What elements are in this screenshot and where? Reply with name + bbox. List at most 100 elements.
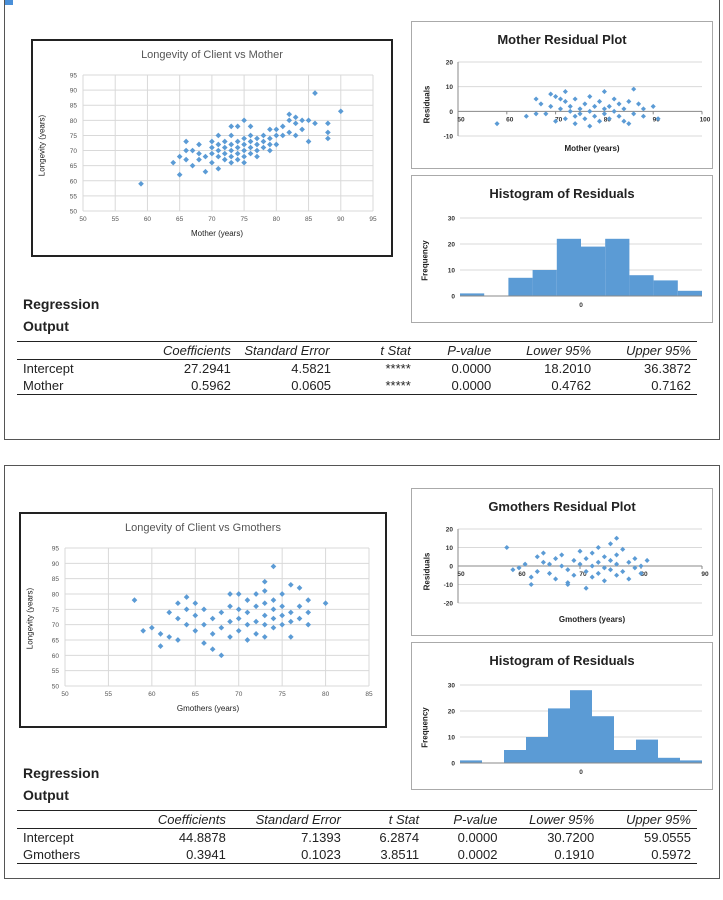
data-point (170, 159, 177, 166)
x-tick-label: 70 (208, 216, 216, 223)
table-cell: 6.2874 (379, 830, 420, 845)
y-tick-label: 60 (52, 653, 60, 660)
data-point (528, 581, 534, 588)
data-point (292, 132, 299, 139)
data-point (183, 138, 189, 145)
header-cell: Coefficients (162, 343, 231, 358)
data-point (149, 624, 155, 631)
data-point (577, 548, 583, 554)
data-point (221, 150, 228, 157)
mother-analysis-panel: Longevity of Client vs Mother Longevity … (4, 0, 720, 440)
residual-chart-mother: Mother Residual Plot Residuals Mother (y… (411, 21, 713, 169)
data-point (215, 141, 222, 148)
x-tick-label: 70 (579, 571, 587, 578)
data-point (267, 141, 273, 148)
x-tick-label: 75 (240, 216, 248, 223)
y-tick-label: 0 (451, 761, 455, 768)
data-point (140, 627, 146, 634)
table-row: Intercept 27.2941 4.5821 ***** 0.0000 18… (17, 360, 697, 378)
data-point (227, 634, 233, 640)
y-tick-label: 10 (448, 268, 456, 275)
header-cell: t Stat (388, 812, 420, 827)
data-point (553, 576, 559, 582)
data-point (548, 91, 554, 97)
data-point (572, 113, 578, 119)
y-tick-label: 95 (52, 546, 60, 553)
regression-table-mother: Coefficients Standard Error t Stat P-val… (17, 341, 697, 395)
data-point (253, 631, 259, 637)
x-tick-label: 50 (457, 571, 465, 578)
data-point (553, 93, 559, 100)
data-point (312, 90, 318, 96)
histogram-bar (629, 275, 654, 296)
data-point (587, 123, 593, 129)
x-tick-label: 100 (700, 116, 711, 123)
histogram-bar (508, 277, 533, 296)
data-point (325, 129, 331, 136)
x-tick-label: 60 (506, 116, 514, 123)
header-cell: Lower 95% (529, 812, 595, 827)
x-tick-label: 60 (148, 691, 156, 698)
data-point (571, 557, 577, 563)
x-axis-label: Mother (years) (564, 144, 620, 153)
x-tick-label: 50 (61, 691, 69, 698)
data-point (614, 572, 620, 578)
data-point (241, 141, 247, 148)
data-point (534, 569, 540, 575)
data-point (261, 634, 268, 640)
x-tick-label: 55 (105, 691, 113, 698)
data-point (559, 552, 565, 558)
histogram-bar (570, 690, 592, 763)
table-header-row: Coefficients Standard Error t Stat P-val… (17, 810, 697, 829)
y-tick-label: 70 (70, 148, 78, 155)
header-cell: Upper 95% (625, 343, 691, 358)
chart-title: Gmothers Residual Plot (488, 499, 636, 514)
data-point (183, 594, 190, 600)
y-tick-label: 50 (52, 684, 60, 691)
data-point (607, 567, 614, 573)
data-point (270, 624, 277, 631)
data-point (279, 621, 285, 628)
data-point (322, 600, 329, 607)
data-point (244, 597, 251, 603)
table-cell: 4.5821 (291, 361, 332, 376)
table-row: Mother 0.5962 0.0605 ***** 0.0000 0.4762… (17, 377, 697, 395)
data-point (260, 138, 267, 145)
data-point (596, 98, 603, 105)
x-tick-label: 80 (273, 216, 281, 223)
header-cell: Upper 95% (625, 812, 691, 827)
data-point (183, 156, 189, 163)
y-tick-label: 95 (70, 73, 78, 80)
data-point (567, 103, 573, 109)
chart-title: Longevity of Client vs Mother (141, 49, 283, 61)
table-cell: 0.1023 (301, 847, 341, 862)
x-tick-label: 95 (369, 216, 377, 223)
data-point (626, 559, 632, 565)
data-point (267, 126, 273, 133)
data-point (583, 556, 589, 562)
x-tick-label: 70 (555, 116, 563, 123)
data-point (157, 643, 164, 649)
data-point (196, 156, 202, 163)
data-point (279, 591, 285, 597)
data-point (215, 147, 222, 154)
table-cell: Intercept (23, 361, 74, 376)
y-tick-label: 75 (52, 607, 60, 614)
data-point (260, 144, 267, 151)
table-cell: Gmothers (23, 847, 81, 862)
histogram-bar (532, 270, 557, 296)
y-tick-label: -20 (444, 601, 454, 608)
histogram-bar (605, 238, 630, 296)
residual-plot-area: -20 -10 0 10 20 50 60 70 80 90 (444, 527, 709, 608)
data-point (202, 153, 209, 160)
x-tick-label: 55 (112, 216, 120, 223)
x-tick-label: 80 (640, 571, 648, 578)
data-point (296, 603, 303, 610)
data-point (241, 153, 247, 160)
x-tick-label: 90 (653, 116, 661, 123)
histogram-plot-area: 0 10 20 30 0 (448, 683, 702, 776)
x-axis-label: Gmothers (years) (558, 615, 626, 624)
regression-table-gmothers: Coefficients Standard Error t Stat P-val… (17, 810, 697, 864)
data-point (254, 141, 260, 148)
data-point (201, 606, 207, 613)
